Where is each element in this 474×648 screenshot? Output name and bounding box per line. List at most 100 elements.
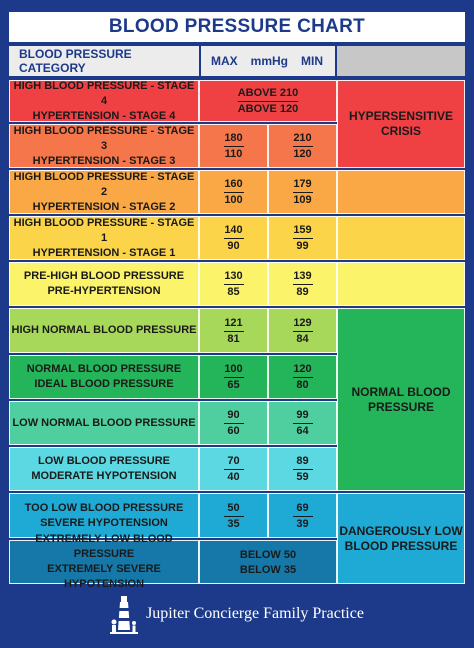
category-cell: LOW BLOOD PRESSURE MODERATE HYPOTENSION [9,447,199,491]
category-line1: LOW BLOOD PRESSURE [37,455,170,467]
table-row: NORMAL BLOOD PRESSURE IDEAL BLOOD PRESSUR… [9,355,337,399]
max-value-cell-bottom: 81 [227,332,240,345]
group-label: NORMAL BLOOD PRESSURE [351,384,451,414]
category-line2: HYPERTENSION - STAGE 1 [32,246,176,259]
table-header: BLOOD PRESSURE CATEGORY MAX mmHg MIN [9,46,465,76]
category-line1: TOO LOW BLOOD PRESSURE [24,501,184,514]
chart-title: BLOOD PRESSURE CHART [9,12,465,42]
combined-value-cell-top: BELOW 50 [239,548,297,561]
max-value-cell: 70 40 [199,447,268,491]
footer: Jupiter Concierge Family Practice [0,586,474,642]
combined-value-cell-bottom: ABOVE 120 [237,103,299,115]
table-row: LOW BLOOD PRESSURE MODERATE HYPOTENSION 70… [9,447,337,491]
category-line2: IDEAL BLOOD PRESSURE [34,378,174,390]
min-value-cell-bottom: 109 [293,194,312,206]
combined-value-cell: ABOVE 210 ABOVE 120 [199,80,337,122]
min-value-cell: 120 80 [268,355,337,399]
min-value-cell: 139 89 [268,262,337,306]
combined-value-cell: BELOW 50 BELOW 35 [199,540,337,584]
max-value-cell: 100 65 [199,355,268,399]
category-cell: HIGH BLOOD PRESSURE - STAGE 1 HYPERTENSIO… [9,216,199,260]
max-value-cell-bottom: 110 [224,148,243,160]
category-line2: HYPERTENSION - STAGE 3 [32,154,176,167]
min-value-cell-top: 159 [292,223,313,239]
combined-value-cell-bottom: BELOW 35 [239,563,297,576]
category-line1: HIGH BLOOD PRESSURE - STAGE 1 [13,216,195,244]
header-category: BLOOD PRESSURE CATEGORY [9,46,199,76]
max-value-cell: 121 81 [199,308,268,353]
table-row: TOO LOW BLOOD PRESSURE SEVERE HYPOTENSION… [9,493,337,538]
max-value-cell-bottom: 85 [227,286,240,298]
max-value-cell: 180 110 [199,124,268,168]
max-value-cell: 160 100 [199,170,268,214]
max-value-cell: 140 90 [199,216,268,260]
header-max: MAX [211,54,238,68]
min-value-cell-top: 69 [292,501,313,517]
max-value-cell-bottom: 35 [227,517,240,530]
category-line2: PRE-HYPERTENSION [47,285,161,297]
combined-value-cell-top: ABOVE 210 [237,86,299,102]
min-value-cell-bottom: 80 [296,379,309,391]
category-line1: HIGH BLOOD PRESSURE - STAGE 4 [13,79,195,107]
group-label: DANGEROUSLY LOW BLOOD PRESSURE [339,523,463,553]
category-line2: SEVERE HYPOTENSION [40,516,168,529]
category-cell: LOW NORMAL BLOOD PRESSURE [9,401,199,445]
max-value-cell-top: 180 [223,131,244,147]
max-value-cell: 50 35 [199,493,268,538]
min-value-cell: 179 109 [268,170,337,214]
category-line1: HIGH NORMAL BLOOD PRESSURE [11,324,197,336]
header-unit: mmHg [250,54,288,68]
max-value-cell-bottom: 40 [227,471,240,483]
category-cell: HIGH NORMAL BLOOD PRESSURE [9,308,199,353]
min-value-cell: 210 120 [268,124,337,168]
category-line2: MODERATE HYPOTENSION [31,470,177,482]
min-value-cell-bottom: 59 [296,471,309,483]
min-value-cell: 69 39 [268,493,337,538]
table-row: PRE-HIGH BLOOD PRESSURE PRE-HYPERTENSION 1… [9,262,337,306]
category-line1: EXTREMELY LOW BLOOD PRESSURE [35,533,173,560]
table-row: HIGH BLOOD PRESSURE - STAGE 1 HYPERTENSIO… [9,216,337,260]
max-value-cell-bottom: 100 [224,194,243,206]
category-cell: HIGH BLOOD PRESSURE - STAGE 2 HYPERTENSIO… [9,170,199,214]
min-value-cell-bottom: 120 [293,148,312,160]
practice-name: Jupiter Concierge Family Practice [146,605,364,622]
category-line1: PRE-HIGH BLOOD PRESSURE [23,270,185,282]
min-value-cell-top: 210 [292,131,313,147]
lighthouse-family-icon [110,596,139,634]
header-group-blank [337,46,465,76]
max-value-cell-bottom: 65 [227,379,240,391]
header-min: MIN [300,54,323,68]
group-cell: DANGEROUSLY LOW BLOOD PRESSURE [337,493,465,584]
group-label: HYPERSENSITIVE CRISIS [348,109,454,138]
category-line2: HYPERTENSION - STAGE 2 [32,200,176,213]
table-row: LOW NORMAL BLOOD PRESSURE 90 60 99 64 [9,401,337,445]
table-row: HIGH BLOOD PRESSURE - STAGE 4 HYPERTENSIO… [9,80,337,122]
min-value-cell: 99 64 [268,401,337,445]
category-line1: HIGH BLOOD PRESSURE - STAGE 3 [13,124,195,152]
table-row: HIGH BLOOD PRESSURE - STAGE 3 HYPERTENSIO… [9,124,337,168]
group-cell: HYPERSENSITIVE CRISIS [337,80,465,168]
max-value-cell-bottom: 60 [227,425,240,437]
min-value-cell: 159 99 [268,216,337,260]
table-row: HIGH BLOOD PRESSURE - STAGE 2 HYPERTENSIO… [9,170,337,214]
min-value-cell-top: 99 [292,408,313,424]
max-value-cell-top: 121 [223,316,244,332]
min-value-cell-top: 179 [292,177,313,193]
category-cell: PRE-HIGH BLOOD PRESSURE PRE-HYPERTENSION [9,262,199,306]
group-cell [337,262,465,306]
max-value-cell-top: 130 [223,269,244,285]
max-value-cell-top: 70 [223,454,244,470]
min-value-cell-bottom: 89 [296,286,309,298]
min-value-cell-top: 139 [292,269,313,285]
max-value-cell-top: 100 [223,362,244,378]
group-cell [337,170,465,214]
min-value-cell-bottom: 64 [296,425,309,437]
min-value-cell-bottom: 99 [296,240,309,252]
group-cell: NORMAL BLOOD PRESSURE [337,308,465,491]
min-value-cell-top: 89 [292,454,313,470]
category-line1: HIGH BLOOD PRESSURE - STAGE 2 [13,170,195,198]
max-value-cell: 130 85 [199,262,268,306]
max-value-cell: 90 60 [199,401,268,445]
header-values: MAX mmHg MIN [201,46,335,76]
group-cell [337,216,465,260]
